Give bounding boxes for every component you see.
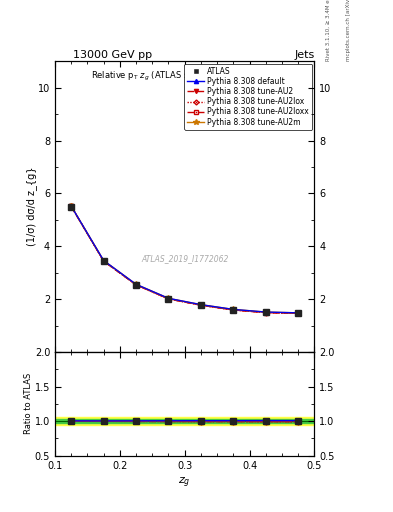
Text: ATLAS_2019_I1772062: ATLAS_2019_I1772062 xyxy=(141,254,228,264)
Legend: ATLAS, Pythia 8.308 default, Pythia 8.308 tune-AU2, Pythia 8.308 tune-AU2lox, Py: ATLAS, Pythia 8.308 default, Pythia 8.30… xyxy=(184,63,312,130)
Text: mcplots.cern.ch [arXiv:1306.3436]: mcplots.cern.ch [arXiv:1306.3436] xyxy=(346,0,351,61)
Text: Jets: Jets xyxy=(294,50,314,60)
Y-axis label: Ratio to ATLAS: Ratio to ATLAS xyxy=(24,373,33,434)
Text: Relative $\mathrm{p_T}$ $z_g$ (ATLAS soft-drop observables): Relative $\mathrm{p_T}$ $z_g$ (ATLAS sof… xyxy=(91,70,279,83)
X-axis label: $z_g$: $z_g$ xyxy=(178,476,191,490)
Bar xyxy=(55,417,314,425)
Bar xyxy=(55,419,314,423)
Text: Rivet 3.1.10, ≥ 3.4M events: Rivet 3.1.10, ≥ 3.4M events xyxy=(326,0,331,61)
Text: 13000 GeV pp: 13000 GeV pp xyxy=(73,50,152,60)
Y-axis label: (1/σ) dσ/d z_{g}: (1/σ) dσ/d z_{g} xyxy=(26,167,37,246)
